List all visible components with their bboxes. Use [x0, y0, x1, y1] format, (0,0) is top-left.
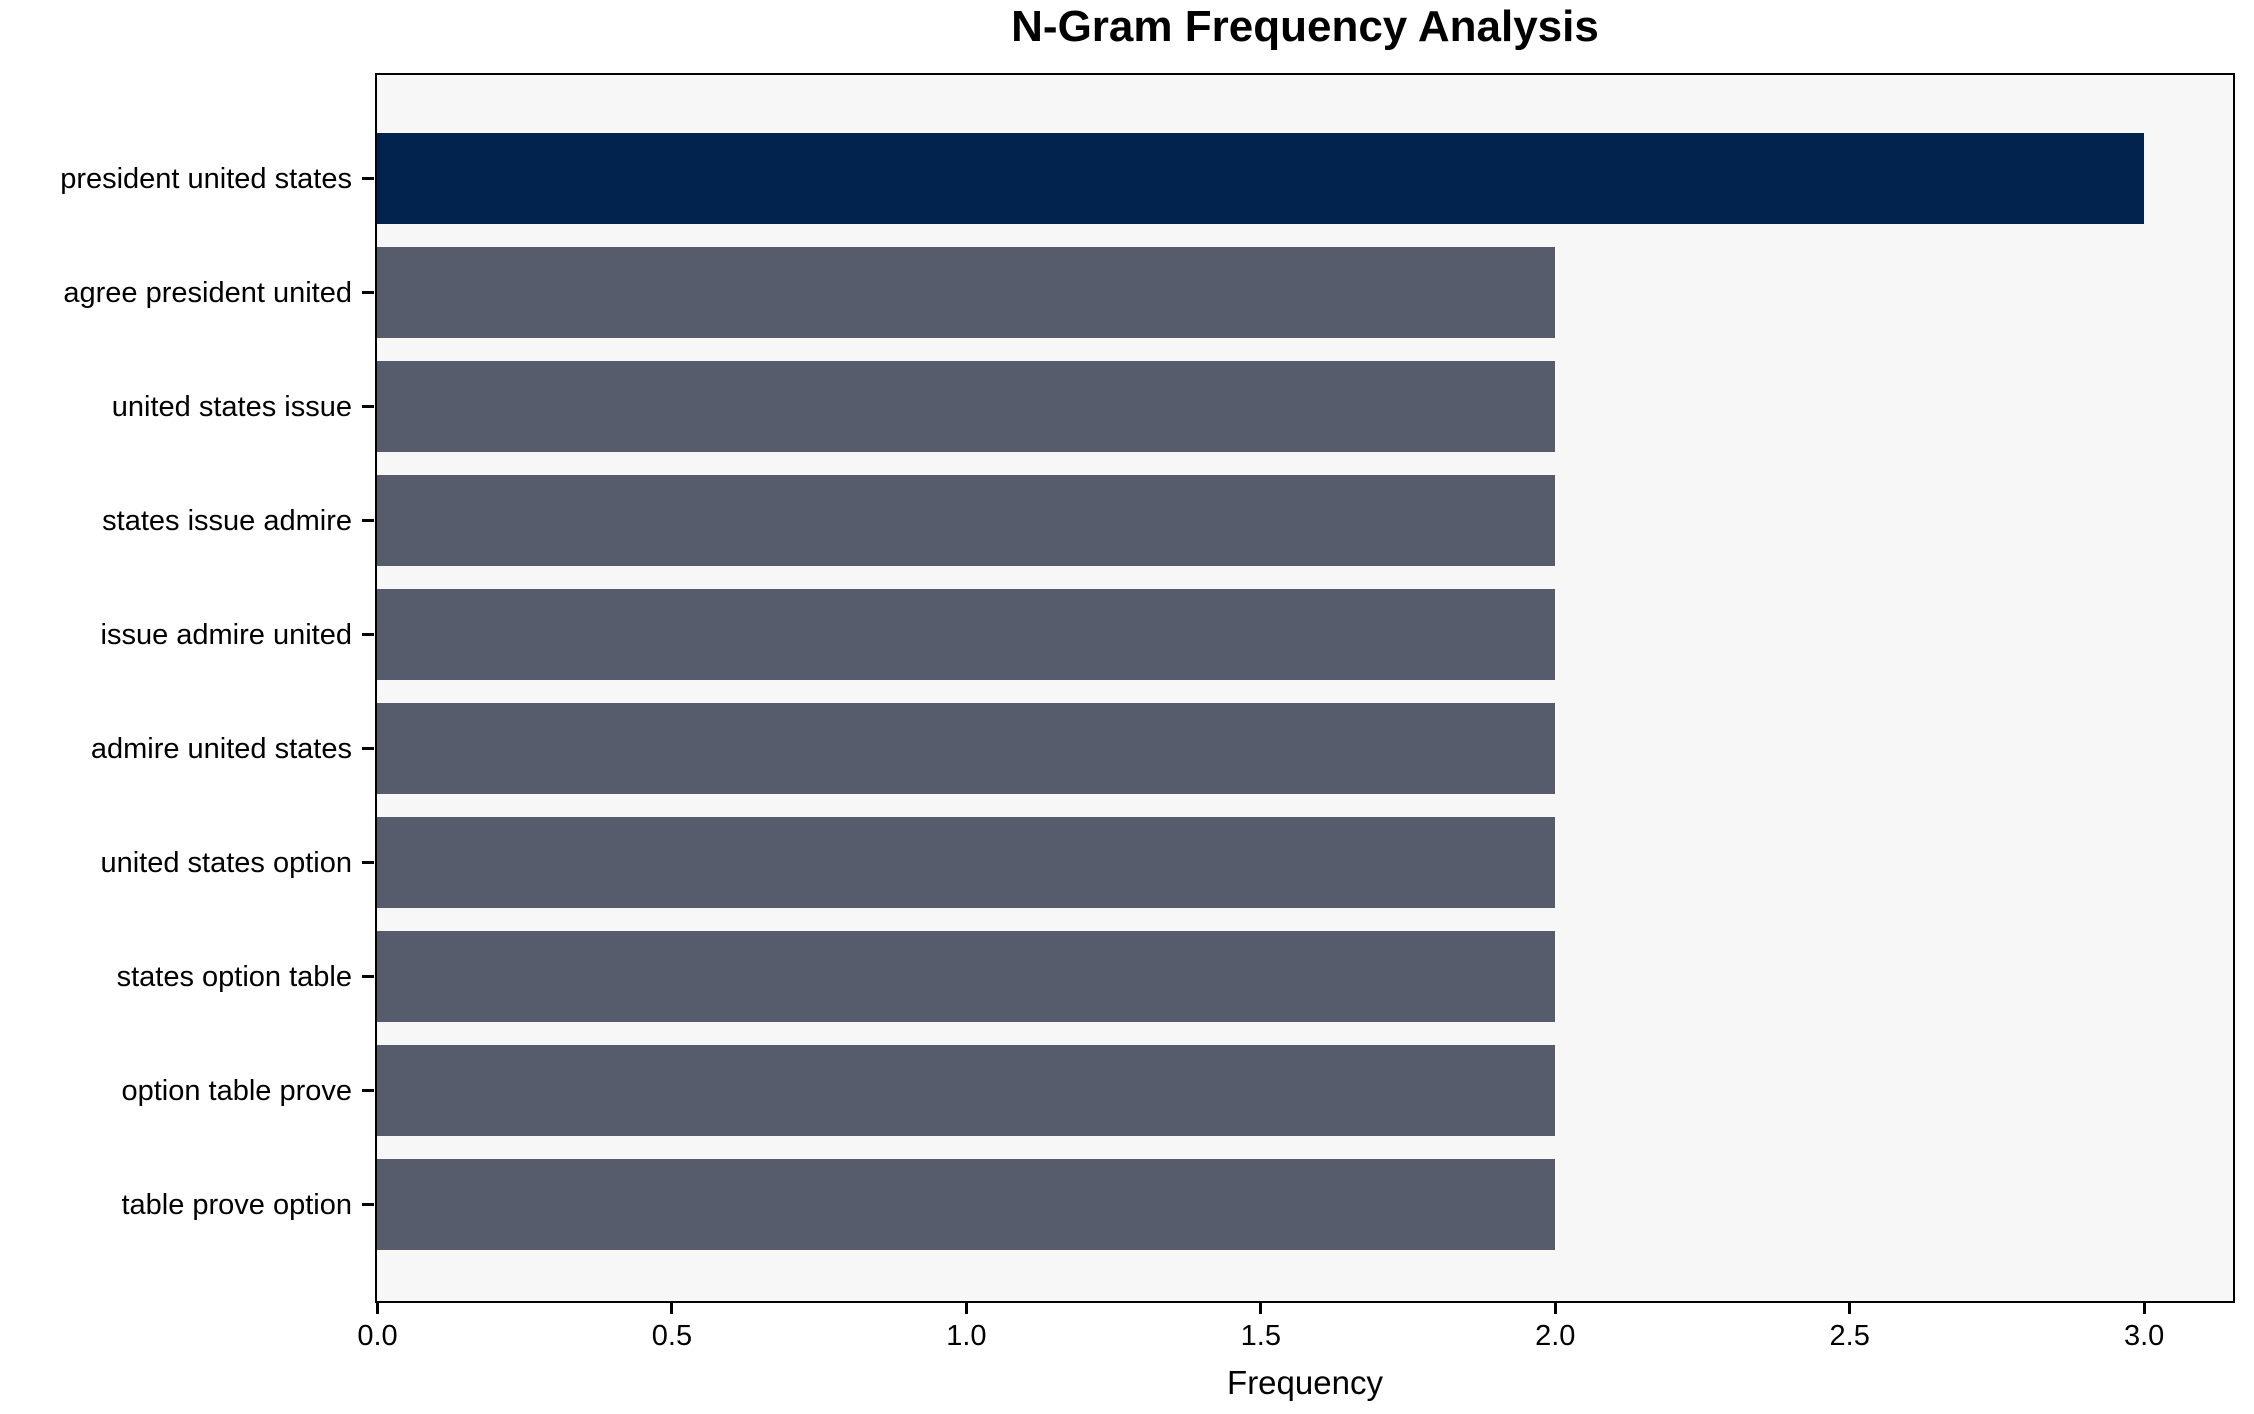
x-tick-label: 2.0 — [1535, 1320, 1576, 1352]
x-tick-mark — [1553, 1303, 1557, 1314]
y-tick-mark — [362, 747, 374, 750]
x-tick-label: 1.0 — [946, 1320, 987, 1352]
x-tick-mark — [1259, 1303, 1263, 1314]
y-tick-mark — [362, 519, 374, 522]
chart-title: N-Gram Frequency Analysis — [1011, 2, 1599, 51]
x-tick-label: 0.5 — [651, 1320, 693, 1352]
y-tick-label: united states issue — [111, 390, 352, 423]
x-tick-label: 2.5 — [1829, 1320, 1870, 1352]
y-tick-label: table prove option — [121, 1188, 352, 1221]
x-tick-mark — [2142, 1303, 2146, 1314]
x-tick-mark — [376, 1303, 379, 1314]
y-tick-mark — [362, 291, 374, 294]
y-tick-mark — [362, 975, 374, 978]
bar-states-issue-admire — [377, 474, 1555, 566]
y-tick-label: states issue admire — [102, 504, 352, 537]
y-tick-mark — [362, 633, 374, 636]
y-tick-mark — [362, 861, 374, 864]
bar-issue-admire-united — [377, 588, 1555, 680]
x-tick-label: 0.0 — [357, 1320, 398, 1352]
x-tick-mark — [670, 1303, 674, 1314]
x-tick-label: 3.0 — [2123, 1320, 2165, 1352]
y-tick-label: united states option — [100, 846, 352, 879]
y-tick-mark — [362, 177, 374, 180]
x-tick-label: 1.5 — [1240, 1320, 1281, 1352]
bar-table-prove-option — [377, 1158, 1555, 1250]
y-tick-mark — [362, 1089, 374, 1092]
bar-option-table-prove — [377, 1044, 1555, 1136]
y-tick-label: agree president united — [63, 276, 352, 309]
y-tick-mark — [362, 1203, 374, 1206]
bar-states-option-table — [377, 930, 1555, 1022]
y-tick-label: admire united states — [90, 732, 352, 765]
bar-admire-united-states — [377, 702, 1555, 794]
bar-united-states-option — [377, 816, 1555, 908]
y-tick-label: president united states — [60, 162, 352, 195]
x-tick-mark — [1848, 1303, 1852, 1314]
plot-area — [375, 73, 2235, 1303]
x-axis-title: Frequency — [1227, 1364, 1383, 1401]
bar-president-united-states — [377, 132, 2144, 224]
bar-united-states-issue — [377, 360, 1555, 452]
y-tick-label: issue admire united — [100, 618, 352, 651]
x-tick-mark — [964, 1303, 968, 1314]
y-tick-mark — [362, 405, 374, 408]
bar-agree-president-united — [377, 246, 1555, 338]
y-tick-label: states option table — [116, 960, 352, 993]
y-tick-label: option table prove — [121, 1074, 352, 1107]
